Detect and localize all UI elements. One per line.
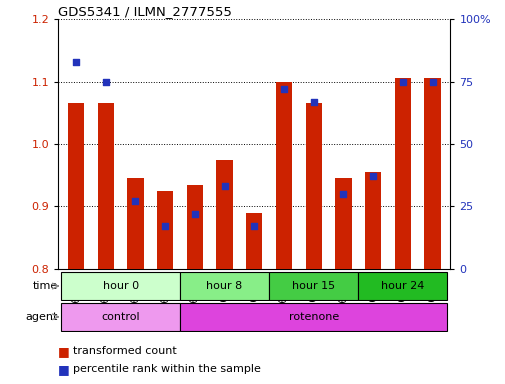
Text: hour 0: hour 0 xyxy=(103,281,138,291)
Bar xyxy=(186,185,203,269)
Bar xyxy=(364,172,380,269)
Point xyxy=(339,191,347,197)
Bar xyxy=(424,78,440,269)
Bar xyxy=(97,103,114,269)
Bar xyxy=(180,303,446,331)
Point xyxy=(428,78,436,84)
Bar xyxy=(180,272,269,300)
Text: control: control xyxy=(101,312,139,322)
Bar xyxy=(68,103,84,269)
Point xyxy=(220,184,228,190)
Bar xyxy=(305,103,321,269)
Point xyxy=(279,86,287,92)
Bar xyxy=(394,78,410,269)
Text: percentile rank within the sample: percentile rank within the sample xyxy=(73,364,261,374)
Text: hour 8: hour 8 xyxy=(206,281,242,291)
Bar xyxy=(275,82,291,269)
Text: agent: agent xyxy=(25,312,58,322)
Text: hour 24: hour 24 xyxy=(380,281,424,291)
Bar xyxy=(61,272,180,300)
Bar xyxy=(127,178,143,269)
Text: hour 15: hour 15 xyxy=(291,281,335,291)
Point xyxy=(250,223,258,230)
Text: ■: ■ xyxy=(58,363,70,376)
Point xyxy=(398,78,406,84)
Text: time: time xyxy=(32,281,58,291)
Point xyxy=(161,223,169,230)
Point xyxy=(72,59,80,65)
Text: GDS5341 / ILMN_2777555: GDS5341 / ILMN_2777555 xyxy=(58,5,232,18)
Bar xyxy=(61,303,180,331)
Bar xyxy=(269,272,358,300)
Bar xyxy=(216,160,232,269)
Point xyxy=(190,211,198,217)
Point xyxy=(131,199,139,205)
Point xyxy=(368,174,376,180)
Point xyxy=(102,78,110,84)
Point xyxy=(309,99,317,105)
Text: transformed count: transformed count xyxy=(73,346,177,356)
Bar xyxy=(358,272,446,300)
Bar xyxy=(245,213,262,269)
Bar xyxy=(334,178,351,269)
Text: rotenone: rotenone xyxy=(288,312,338,322)
Bar xyxy=(157,191,173,269)
Text: ■: ■ xyxy=(58,345,70,358)
